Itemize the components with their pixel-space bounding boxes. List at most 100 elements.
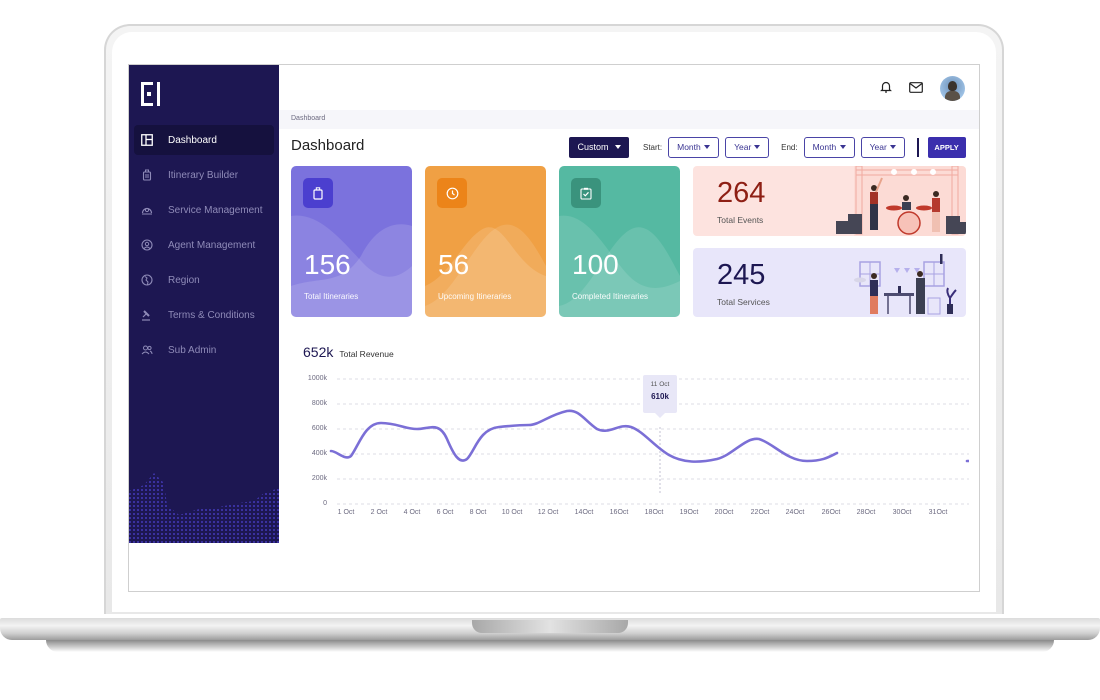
laptop-notch bbox=[472, 620, 628, 633]
caret-down-icon bbox=[704, 145, 711, 149]
restaurant-service-illustration bbox=[854, 254, 957, 315]
luggage-icon bbox=[141, 169, 153, 181]
summary-label: Total Services bbox=[717, 297, 770, 307]
clipboard-check-icon bbox=[571, 178, 601, 208]
x-tick: 4 Oct bbox=[403, 509, 421, 516]
y-tick: 800k bbox=[311, 400, 327, 407]
tooltip-date: 11 Oct bbox=[650, 381, 670, 388]
caret-down-icon bbox=[839, 145, 846, 149]
sidebar-item-label: Itinerary Builder bbox=[168, 169, 239, 181]
breadcrumb[interactable]: Dashboard bbox=[291, 115, 326, 122]
app-logo[interactable] bbox=[141, 82, 163, 106]
y-tick: 0 bbox=[323, 500, 327, 507]
apply-button[interactable]: APPLY bbox=[927, 136, 966, 158]
divider bbox=[916, 137, 919, 157]
start-label: Start: bbox=[643, 142, 663, 152]
stat-value: 156 bbox=[304, 249, 351, 280]
luggage-icon bbox=[303, 178, 333, 208]
y-tick: 1000k bbox=[307, 375, 327, 382]
stat-value: 100 bbox=[572, 249, 619, 280]
sidebar-item-label: Agent Management bbox=[168, 239, 256, 251]
card-wave-decoration bbox=[425, 224, 546, 317]
start-month-select[interactable]: Month bbox=[668, 136, 720, 158]
chart-tooltip: 11 Oct 610k bbox=[643, 375, 677, 418]
sidebar-item-label: Sub Admin bbox=[168, 344, 217, 356]
range-dropdown[interactable]: Custom bbox=[569, 136, 629, 158]
users-icon bbox=[141, 344, 153, 356]
top-bar bbox=[279, 65, 979, 110]
stat-label: Completed Itineraries bbox=[572, 292, 649, 301]
x-tick: 12 Oct bbox=[537, 509, 559, 516]
x-tick: 22Oct bbox=[750, 509, 770, 516]
sidebar-nav: Dashboard Itinerary Builder Service Mana… bbox=[134, 125, 274, 370]
service-icon bbox=[141, 204, 153, 216]
mail-icon[interactable] bbox=[909, 80, 923, 98]
breadcrumb-bar: Dashboard bbox=[279, 110, 979, 129]
dashboard-icon bbox=[141, 134, 153, 146]
x-tick: 16Oct bbox=[609, 509, 629, 516]
sidebar-item-itinerary-builder[interactable]: Itinerary Builder bbox=[134, 160, 274, 190]
user-circle-icon bbox=[141, 239, 153, 251]
y-tick: 600k bbox=[311, 425, 327, 432]
laptop-base-shadow bbox=[46, 640, 1054, 652]
x-tick: 30Oct bbox=[892, 509, 912, 516]
stat-card-completed-itineraries[interactable]: 100 Completed Itineraries bbox=[559, 166, 680, 317]
sidebar-item-label: Service Management bbox=[168, 204, 263, 216]
x-tick: 19Oct bbox=[679, 509, 699, 516]
x-tick: 10 Oct bbox=[501, 509, 523, 516]
stat-label: Total Itineraries bbox=[304, 292, 359, 301]
sidebar-item-agent-management[interactable]: Agent Management bbox=[134, 230, 274, 260]
summary-value: 264 bbox=[717, 177, 766, 209]
x-tick: 31Oct bbox=[928, 509, 948, 516]
summary-value: 245 bbox=[717, 259, 766, 291]
revenue-line-chart: 1000k 800k 600k 400k 200k 0 bbox=[289, 365, 969, 525]
app-screen: Dashboard Itinerary Builder Service Mana… bbox=[128, 64, 980, 592]
summary-label: Total Events bbox=[717, 215, 764, 225]
x-tick: 18Oct bbox=[644, 509, 664, 516]
sidebar-decoration bbox=[129, 473, 279, 543]
caret-down-icon bbox=[889, 145, 896, 149]
caret-down-icon bbox=[754, 145, 761, 149]
x-tick: 6 Oct bbox=[436, 509, 454, 516]
avatar[interactable] bbox=[940, 76, 965, 101]
x-tick: 1 Oct bbox=[337, 509, 355, 516]
concert-illustration bbox=[836, 166, 966, 236]
x-tick: 24Oct bbox=[785, 509, 805, 516]
caret-down-icon bbox=[614, 145, 621, 149]
x-tick: 26Oct bbox=[821, 509, 841, 516]
x-tick: 2 Oct bbox=[370, 509, 388, 516]
bell-icon[interactable] bbox=[880, 80, 892, 98]
summary-card-total-events[interactable]: 264 Total Events bbox=[693, 166, 966, 236]
stat-label: Upcoming Itineraries bbox=[438, 292, 512, 301]
start-year-select[interactable]: Year bbox=[725, 136, 770, 158]
sidebar-item-label: Terms & Conditions bbox=[168, 309, 255, 321]
card-wave-decoration bbox=[559, 215, 680, 317]
sidebar-item-label: Dashboard bbox=[168, 134, 217, 146]
sidebar-item-terms-conditions[interactable]: Terms & Conditions bbox=[134, 300, 274, 330]
sidebar-item-dashboard[interactable]: Dashboard bbox=[134, 125, 274, 155]
card-wave-decoration bbox=[291, 215, 412, 317]
sidebar-item-service-management[interactable]: Service Management bbox=[134, 195, 274, 225]
summary-card-total-services[interactable]: 245 Total Services bbox=[693, 248, 966, 317]
x-tick: 28Oct bbox=[856, 509, 876, 516]
page-title: Dashboard bbox=[291, 137, 365, 154]
y-tick: 400k bbox=[311, 450, 327, 457]
chart-plot bbox=[329, 378, 969, 505]
sidebar: Dashboard Itinerary Builder Service Mana… bbox=[129, 65, 279, 543]
revenue-header: 652k Total Revenue bbox=[303, 344, 394, 360]
x-tick: 8 Oct bbox=[469, 509, 487, 516]
sidebar-item-sub-admin[interactable]: Sub Admin bbox=[134, 335, 274, 365]
x-tick: 14Oct bbox=[574, 509, 594, 516]
revenue-label: Total Revenue bbox=[339, 349, 394, 359]
stat-value: 56 bbox=[438, 249, 470, 280]
sidebar-item-label: Region bbox=[168, 274, 200, 286]
date-filters: Custom Start: Month Year End: Month Year… bbox=[569, 136, 966, 158]
end-year-select[interactable]: Year bbox=[860, 136, 905, 158]
end-label: End: bbox=[781, 142, 798, 152]
end-month-select[interactable]: Month bbox=[803, 136, 855, 158]
sidebar-item-region[interactable]: Region bbox=[134, 265, 274, 295]
gavel-icon bbox=[141, 309, 153, 321]
stat-card-upcoming-itineraries[interactable]: 56 Upcoming Itineraries bbox=[425, 166, 546, 317]
stat-card-total-itineraries[interactable]: 156 Total Itineraries bbox=[291, 166, 412, 317]
